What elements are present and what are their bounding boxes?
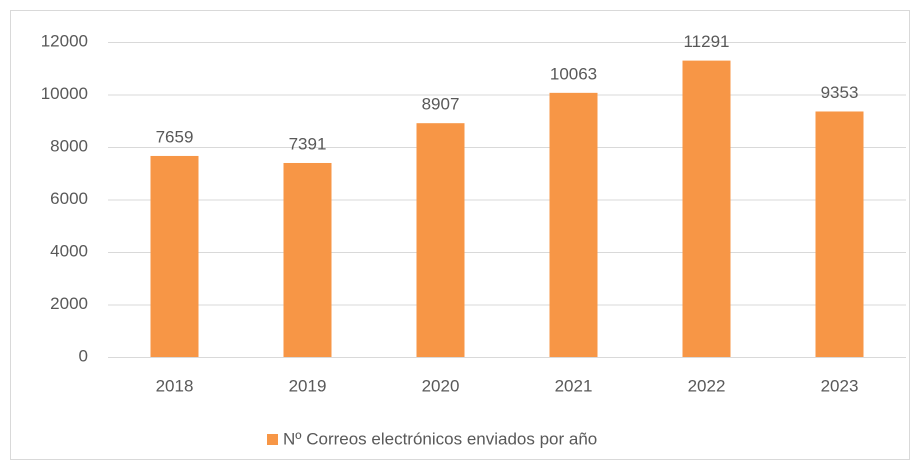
- x-tick-label: 2022: [688, 376, 726, 395]
- y-tick-label: 4000: [50, 241, 88, 260]
- y-tick-label: 10000: [41, 84, 88, 103]
- data-label: 10063: [550, 64, 597, 83]
- bar: [150, 155, 199, 357]
- x-tick-label: 2020: [422, 376, 460, 395]
- legend-swatch: [267, 434, 278, 445]
- bar: [549, 92, 598, 357]
- x-tick-label: 2023: [821, 376, 859, 395]
- bar: [682, 60, 731, 357]
- bar: [815, 111, 864, 357]
- bar: [416, 123, 465, 357]
- data-label: 7659: [156, 127, 194, 146]
- data-label: 7391: [289, 134, 327, 153]
- x-tick-label: 2018: [156, 376, 194, 395]
- data-label: 8907: [422, 95, 460, 114]
- x-tick-label: 2021: [555, 376, 593, 395]
- legend-label: Nº Correos electrónicos enviados por año: [283, 429, 597, 448]
- bar: [283, 162, 332, 357]
- data-label: 9353: [821, 83, 859, 102]
- data-label: 11291: [683, 32, 729, 51]
- x-tick-label: 2019: [289, 376, 327, 395]
- y-tick-label: 6000: [50, 189, 88, 208]
- y-tick-label: 8000: [50, 136, 88, 155]
- y-tick-label: 2000: [50, 294, 88, 313]
- y-tick-label: 0: [79, 346, 88, 365]
- y-tick-label: 12000: [41, 31, 88, 50]
